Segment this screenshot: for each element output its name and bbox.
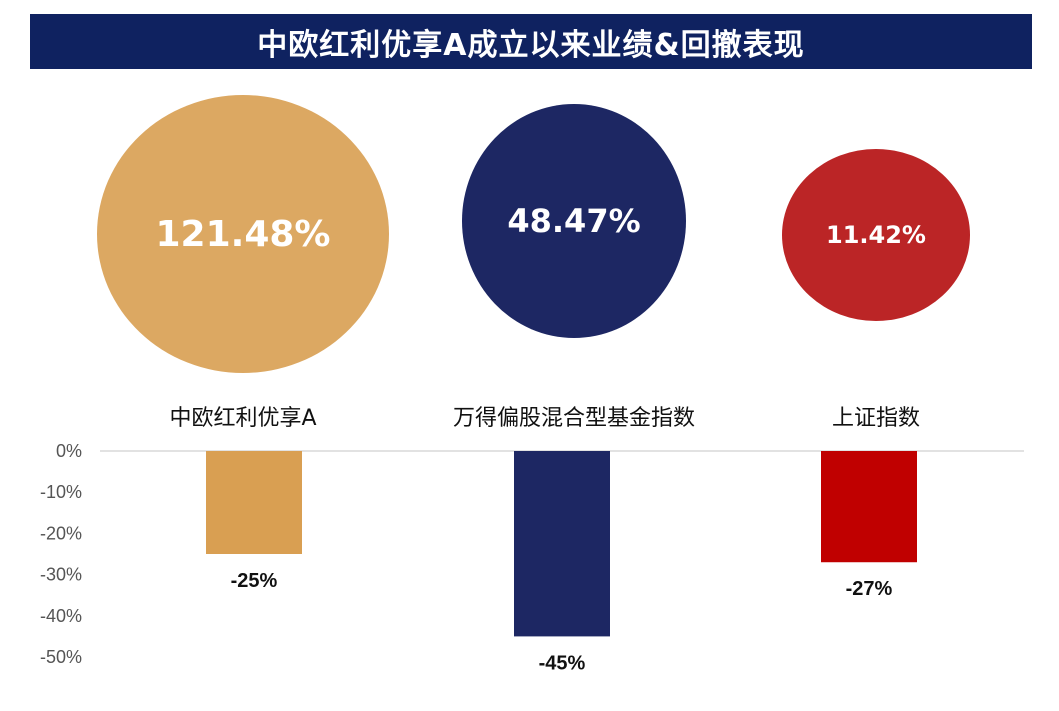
y-tick-label: -40% xyxy=(40,606,82,626)
bar-value-label: -27% xyxy=(846,578,893,600)
category-label: 中欧红利优享A xyxy=(169,406,317,431)
title-bar: 中欧红利优享A成立以来业绩&回撤表现 xyxy=(30,14,1032,69)
drawdown-bar-1 xyxy=(206,451,302,554)
bubble-2: 48.47% xyxy=(462,104,686,338)
bubble-3: 11.42% xyxy=(782,149,970,321)
y-tick-label: -20% xyxy=(40,523,82,543)
bar-value-label: -25% xyxy=(231,570,278,592)
drawdown-bar-3 xyxy=(821,451,917,563)
category-label: 万得偏股混合型基金指数 xyxy=(452,406,695,431)
chart-title: 中欧红利优享A成立以来业绩&回撤表现 xyxy=(257,27,805,63)
drawdown-bar-2 xyxy=(514,451,610,637)
y-tick-label: 0% xyxy=(56,441,82,461)
category-label: 上证指数 xyxy=(831,406,920,431)
y-tick-label: -30% xyxy=(40,565,82,585)
bubble-value-label: 11.42% xyxy=(826,221,926,249)
y-tick-label: -50% xyxy=(40,647,82,667)
bubble-1: 121.48% xyxy=(97,95,389,373)
bubble-value-label: 48.47% xyxy=(507,202,641,240)
bar-value-label: -45% xyxy=(539,652,586,674)
y-tick-label: -10% xyxy=(40,482,82,502)
bubble-value-label: 121.48% xyxy=(155,213,331,255)
